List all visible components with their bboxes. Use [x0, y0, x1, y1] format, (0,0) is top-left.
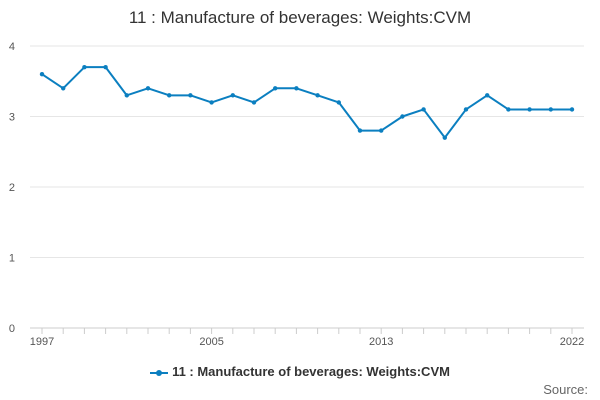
data-point-2000[interactable]	[103, 64, 108, 70]
x-tick-labels: 1997 2005 2013 2022	[30, 336, 584, 348]
data-point-1999[interactable]	[82, 64, 87, 70]
data-point-2018[interactable]	[485, 93, 490, 98]
y-tick-label: 3	[9, 112, 15, 124]
data-point-2003[interactable]	[167, 93, 172, 98]
data-point-2005[interactable]	[209, 100, 214, 105]
series	[39, 64, 575, 140]
x-tick-label: 2005	[199, 336, 223, 348]
data-point-2022[interactable]	[569, 107, 575, 112]
data-point-2019[interactable]	[506, 107, 511, 112]
y-tick-label: 0	[9, 323, 15, 335]
legend[interactable]: 11 : Manufacture of beverages: Weights:C…	[0, 364, 600, 379]
y-tick-label: 4	[9, 41, 15, 53]
data-point-2002[interactable]	[145, 86, 151, 91]
data-point-1997[interactable]	[39, 72, 45, 77]
data-point-2021[interactable]	[548, 107, 553, 112]
data-point-2017[interactable]	[463, 107, 469, 112]
series-line	[41, 66, 572, 139]
legend-marker	[150, 369, 169, 376]
data-point-2006[interactable]	[230, 93, 235, 98]
x-tick-label: 2022	[560, 336, 584, 348]
source-label: Source:	[543, 382, 588, 397]
chart-title: 11 : Manufacture of beverages: Weights:C…	[128, 8, 472, 27]
y-tick-labels: 0 1 2 3 4	[9, 41, 15, 335]
data-point-2001[interactable]	[124, 93, 129, 98]
data-point-2011[interactable]	[336, 100, 341, 105]
data-point-2010[interactable]	[315, 93, 320, 98]
data-point-2004[interactable]	[188, 93, 193, 98]
data-point-2020[interactable]	[527, 107, 532, 112]
data-point-2015[interactable]	[421, 107, 426, 112]
x-axis	[41, 328, 573, 334]
y-tick-label: 2	[9, 182, 15, 194]
y-tick-label: 1	[9, 253, 15, 265]
data-point-2016[interactable]	[442, 135, 447, 140]
x-tick-label: 1997	[30, 336, 54, 348]
data-point-1998[interactable]	[61, 86, 66, 91]
data-point-2007[interactable]	[251, 100, 257, 105]
legend-label: 11 : Manufacture of beverages: Weights:C…	[172, 364, 450, 379]
gridlines	[30, 45, 584, 329]
data-point-2009[interactable]	[294, 86, 299, 91]
data-point-2012[interactable]	[357, 128, 363, 133]
data-point-2013[interactable]	[379, 128, 384, 133]
data-point-2014[interactable]	[400, 114, 405, 119]
x-tick-label: 2013	[369, 336, 393, 348]
data-point-2008[interactable]	[273, 86, 278, 91]
